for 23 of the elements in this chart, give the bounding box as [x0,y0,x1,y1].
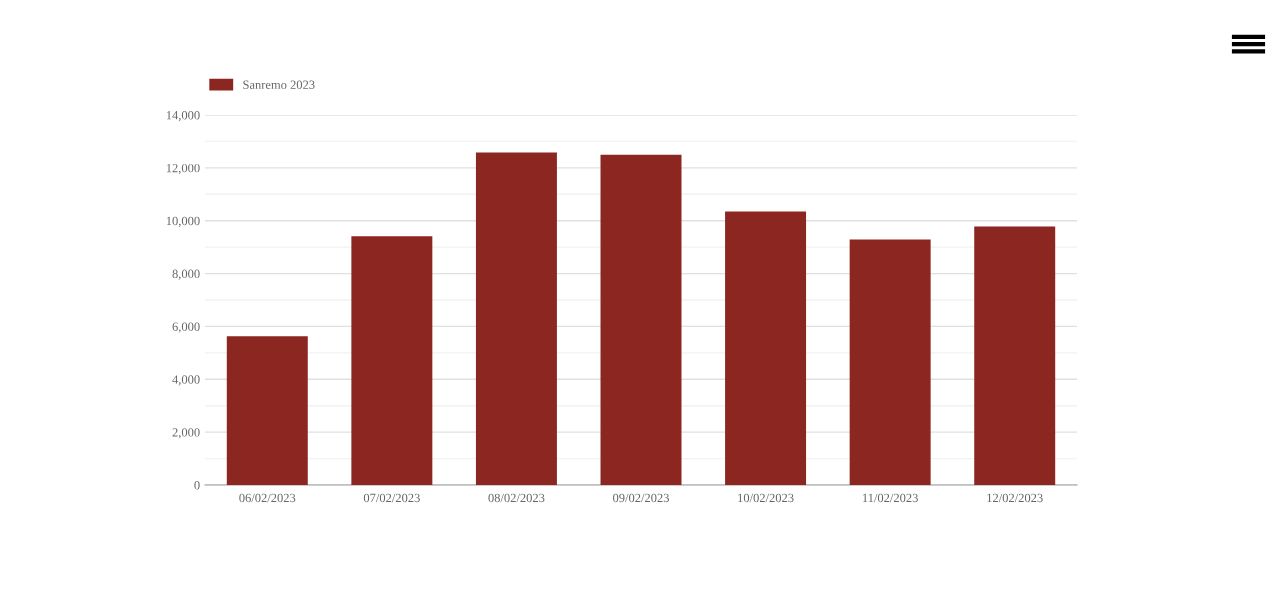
y-tick-label: 0 [194,481,200,490]
y-tick-label: 14,000 [166,111,200,122]
x-tick-label: 09/02/2023 [613,493,669,503]
bar [351,236,433,485]
bar [725,211,807,485]
x-tick-label: 06/02/2023 [239,493,296,503]
x-tick-label: 11/02/2023 [863,493,918,503]
y-tick-label: 6,000 [172,322,200,333]
bar [974,226,1056,485]
bar [849,239,931,485]
bar [226,336,308,485]
y-tick-label: 4,000 [172,375,200,386]
x-tick-label: 07/02/2023 [363,493,420,503]
y-tick-label: 10,000 [166,216,200,227]
x-tick-label: 10/02/2023 [738,493,794,503]
legend-label: Sanremo 2023 [243,80,315,89]
y-tick-label: 12,000 [166,163,200,175]
bar [475,152,557,485]
x-tick-label: 12/02/2023 [987,493,1043,503]
x-tick-label: 08/02/2023 [488,493,545,503]
y-tick-label: 2,000 [172,428,200,439]
bar [600,154,682,485]
y-tick-label: 8,000 [172,269,200,280]
